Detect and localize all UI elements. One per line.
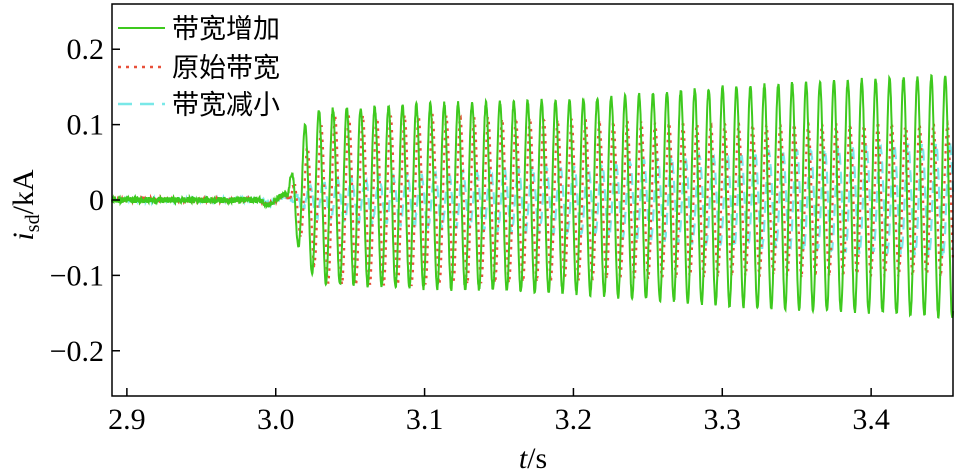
x-tick-label: 3.4 — [852, 403, 890, 436]
legend-label-bandwidth-increase: 带宽增加 — [172, 14, 280, 45]
y-tick-label: 0.2 — [67, 33, 105, 66]
y-axis-subscript: sd — [22, 214, 44, 232]
y-tick-label: −0.1 — [50, 259, 104, 292]
legend-item-original-bandwidth: 原始带宽 — [118, 53, 280, 84]
y-axis-unit: /kA — [7, 169, 40, 214]
x-tick-label: 2.9 — [108, 403, 146, 436]
y-tick-label: −0.2 — [50, 335, 104, 368]
x-axis-unit: /s — [527, 442, 547, 471]
legend-label-original-bandwidth: 原始带宽 — [172, 53, 280, 84]
y-tick-label: 0.1 — [67, 109, 105, 142]
x-tick-label: 3.2 — [555, 403, 593, 436]
y-axis-title: isd/kA — [7, 169, 44, 240]
legend-item-bandwidth-decrease: 带宽减小 — [118, 90, 280, 121]
x-tick-label: 3.1 — [406, 403, 444, 436]
ticks-layer: 2.9 3.0 3.1 3.2 3.3 3.4 0.2 0.1 0 −0.1 −0.2 — [50, 33, 890, 436]
y-axis-symbol: i — [7, 232, 40, 240]
legend-item-bandwidth-increase: 带宽增加 — [118, 14, 280, 45]
x-axis-title: t/s — [519, 442, 547, 471]
x-axis-symbol: t — [519, 442, 528, 471]
y-tick-label: 0 — [89, 184, 104, 217]
legend: 带宽增加 原始带宽 带宽减小 — [118, 14, 280, 121]
x-tick-label: 3.3 — [704, 403, 742, 436]
series-layer — [110, 73, 955, 319]
legend-label-bandwidth-decrease: 带宽减小 — [172, 90, 280, 121]
series-bandwidth-increase — [111, 73, 954, 319]
x-tick-label: 3.0 — [257, 403, 295, 436]
